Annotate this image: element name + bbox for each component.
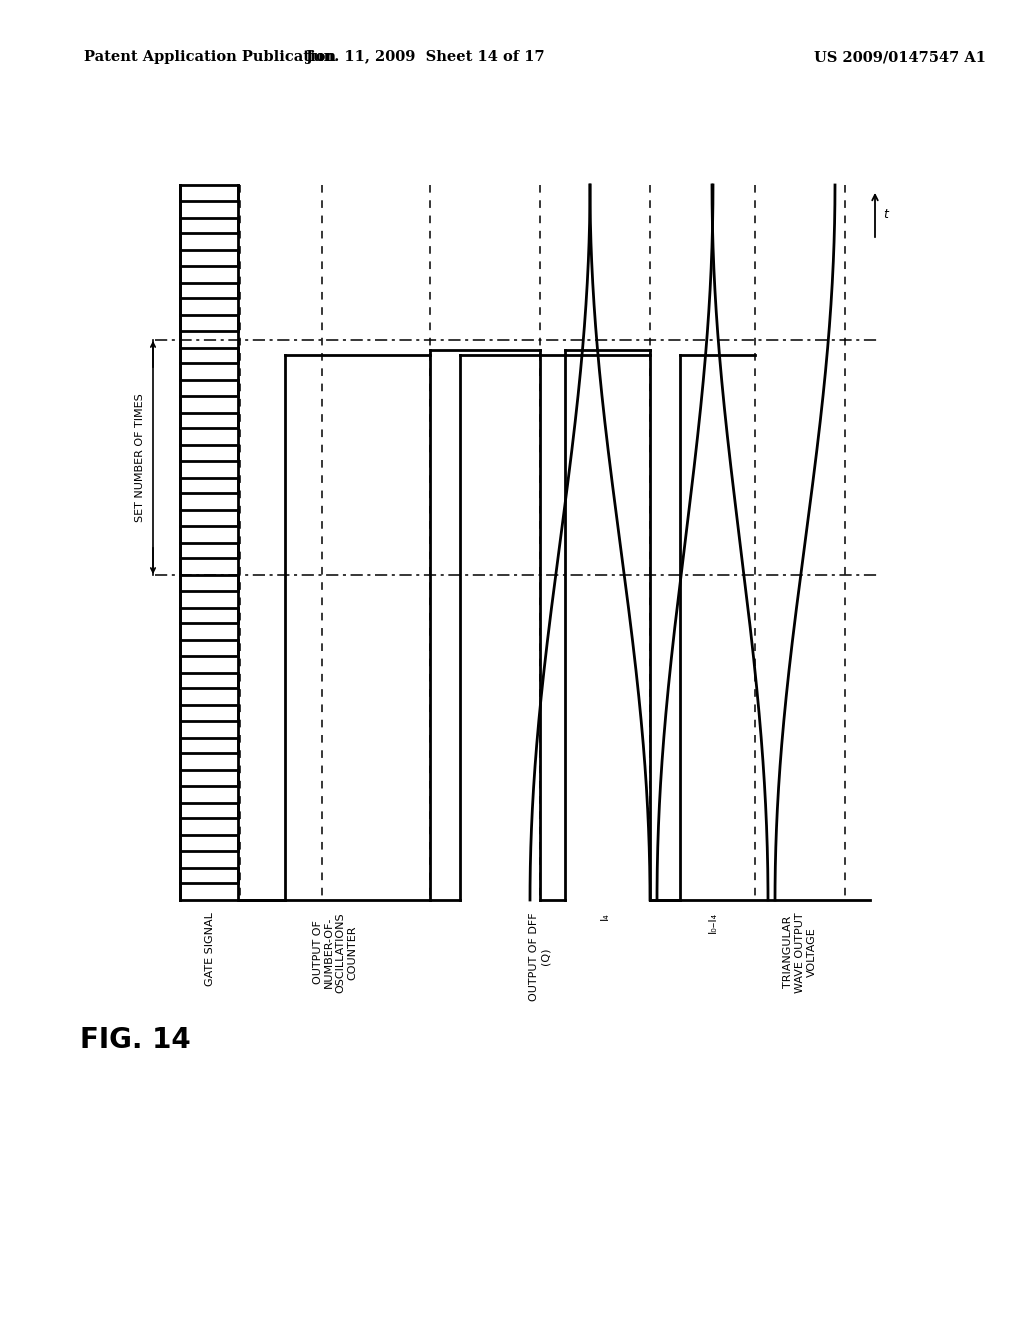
Text: OUTPUT OF DFF
(Q): OUTPUT OF DFF (Q) — [529, 912, 551, 1001]
Text: GATE SIGNAL: GATE SIGNAL — [205, 912, 215, 986]
Text: I₄: I₄ — [600, 912, 610, 920]
Text: SET NUMBER OF TIMES: SET NUMBER OF TIMES — [135, 393, 145, 521]
Text: t: t — [883, 209, 888, 222]
Text: US 2009/0147547 A1: US 2009/0147547 A1 — [814, 50, 986, 65]
Text: I₀–I₄: I₀–I₄ — [708, 912, 718, 933]
Text: OUTPUT OF
NUMBER-OF-
OSCILLATIONS
COUNTER: OUTPUT OF NUMBER-OF- OSCILLATIONS COUNTE… — [312, 912, 357, 993]
Text: TRIANGULAR
WAVE OUTPUT
VOLTAGE: TRIANGULAR WAVE OUTPUT VOLTAGE — [783, 912, 816, 993]
Text: Jun. 11, 2009  Sheet 14 of 17: Jun. 11, 2009 Sheet 14 of 17 — [305, 50, 545, 65]
Text: FIG. 14: FIG. 14 — [80, 1026, 190, 1053]
Text: Patent Application Publication: Patent Application Publication — [84, 50, 336, 65]
